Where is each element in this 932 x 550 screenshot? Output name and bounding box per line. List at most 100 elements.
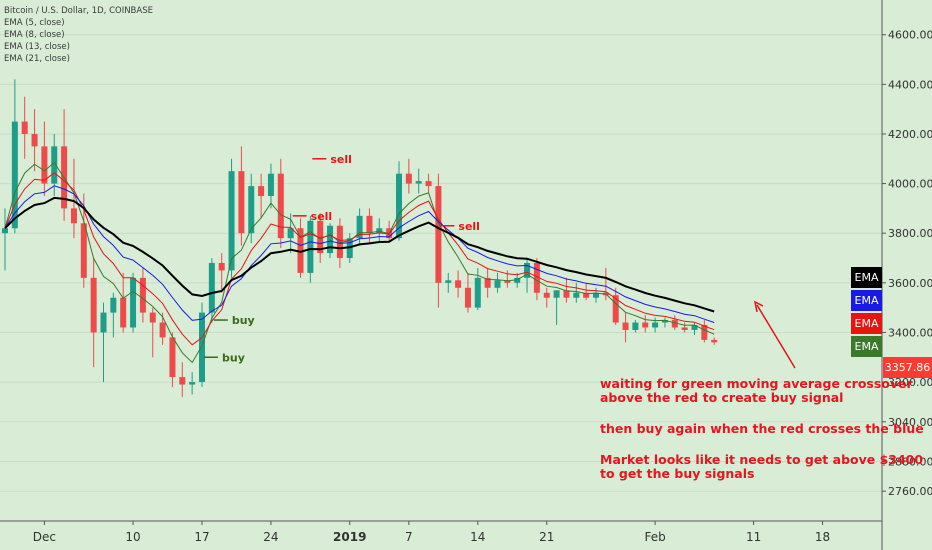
candle-body	[31, 133, 38, 147]
candle-body	[425, 181, 432, 187]
candle-body	[120, 297, 127, 328]
candle-body	[179, 377, 186, 385]
y-tick-label: 3600.00	[888, 277, 932, 290]
x-tick-label: 14	[470, 530, 485, 544]
candle-body	[671, 320, 678, 328]
annotation-label: buy	[222, 351, 245, 364]
candle-body	[583, 292, 590, 298]
last-price-tag: 3357.86	[883, 357, 932, 378]
candle-body	[51, 146, 58, 184]
candle-body	[100, 312, 107, 333]
candle-body	[474, 277, 481, 308]
y-tick-label: 4400.00	[888, 78, 932, 91]
candle-body	[701, 325, 708, 340]
candle-body	[435, 186, 442, 283]
y-tick-label: 3400.00	[888, 326, 932, 339]
chart-legend: Bitcoin / U.S. Dollar, 1D, COINBASE EMA …	[4, 5, 153, 65]
ema-tag-red: EMA	[851, 313, 882, 334]
price-axis[interactable]: 4600.00 4400.00 4200.00 4000.00 3800.00 3600.…	[882, 29, 932, 498]
candle-body	[405, 173, 412, 184]
candle-body	[307, 220, 314, 273]
x-tick-label: Dec	[33, 530, 56, 544]
legend-ema-21: EMA (21, close)	[4, 54, 70, 64]
candle-body	[248, 186, 255, 234]
candle-body	[484, 277, 491, 288]
candle-body	[494, 280, 501, 288]
annotation-label: sell	[311, 210, 333, 223]
y-tick-label: 2760.00	[888, 485, 932, 498]
candle-body	[504, 280, 511, 283]
y-tick-label: 3200.00	[888, 376, 932, 389]
candle-body	[366, 215, 373, 234]
candle-body	[41, 146, 48, 184]
candle-body	[632, 322, 639, 330]
candle-body	[277, 173, 284, 239]
ema-tag-black: EMA	[851, 267, 882, 288]
candle-body	[2, 228, 8, 234]
candle-body	[199, 312, 205, 383]
note-arrow-head	[753, 300, 764, 313]
candle-body	[130, 277, 137, 328]
candle-body	[681, 327, 688, 330]
time-axis[interactable]: Dec 10 17 24 2019 7 14 21 Feb 11 18	[33, 521, 830, 544]
candle-body	[356, 215, 363, 239]
candle-body	[267, 173, 274, 196]
y-tick-label: 4600.00	[888, 29, 932, 42]
ema-line	[4, 196, 715, 313]
note-line-1: waiting for green moving average crossov…	[600, 376, 913, 391]
candle-body	[238, 171, 245, 234]
candle-body	[287, 228, 294, 239]
candle-body	[80, 223, 87, 278]
note-line-3: then buy again when the red crosses the …	[600, 421, 924, 436]
candle-body	[464, 287, 471, 308]
note-line-5: to get the buy signals	[600, 466, 755, 481]
y-tick-label: 3040.00	[888, 416, 932, 429]
x-tick-label: 11	[746, 530, 761, 544]
candle-body	[612, 295, 619, 323]
annotation-label: sell	[330, 153, 352, 166]
candle-body	[376, 228, 383, 234]
candle-body	[543, 292, 550, 298]
candles	[2, 79, 718, 397]
ema-lines	[4, 161, 715, 364]
symbol-title: Bitcoin / U.S. Dollar, 1D, COINBASE	[4, 6, 153, 16]
x-tick-label: 24	[263, 530, 278, 544]
legend-ema-5: EMA (5, close)	[4, 18, 65, 28]
candle-body	[327, 225, 334, 254]
candle-body	[297, 228, 304, 273]
annotation-label: sell	[458, 220, 480, 233]
x-tick-label: 21	[539, 530, 554, 544]
candle-body	[622, 322, 629, 330]
note-line-2: above the red to create buy signal	[600, 390, 844, 405]
candle-body	[691, 325, 698, 330]
candle-body	[159, 322, 166, 338]
candle-body	[317, 220, 324, 254]
x-tick-label: 18	[815, 530, 830, 544]
ema-line	[4, 185, 715, 323]
candle-body	[455, 280, 462, 288]
note-arrow	[756, 304, 796, 369]
x-tick-label: 17	[194, 530, 209, 544]
candle-body	[149, 312, 156, 323]
legend-ema-13: EMA (13, close)	[4, 42, 70, 52]
annotations: buy buy sell sell sell	[204, 153, 796, 369]
x-tick-label: 7	[405, 530, 413, 544]
candle-body	[642, 322, 649, 328]
candle-body	[514, 277, 521, 283]
candle-body	[524, 262, 531, 278]
candle-body	[533, 262, 540, 293]
candle-body	[110, 297, 117, 313]
candle-body	[218, 262, 225, 271]
candle-body	[21, 121, 28, 134]
candle-body	[258, 186, 265, 196]
candle-body	[652, 322, 659, 328]
y-tick-label: 4200.00	[888, 128, 932, 141]
candle-body	[396, 173, 402, 239]
candle-body	[553, 290, 560, 298]
ema-line	[4, 161, 715, 364]
x-tick-label: 10	[125, 530, 140, 544]
y-tick-label: 4000.00	[888, 178, 932, 191]
candle-body	[563, 290, 570, 298]
